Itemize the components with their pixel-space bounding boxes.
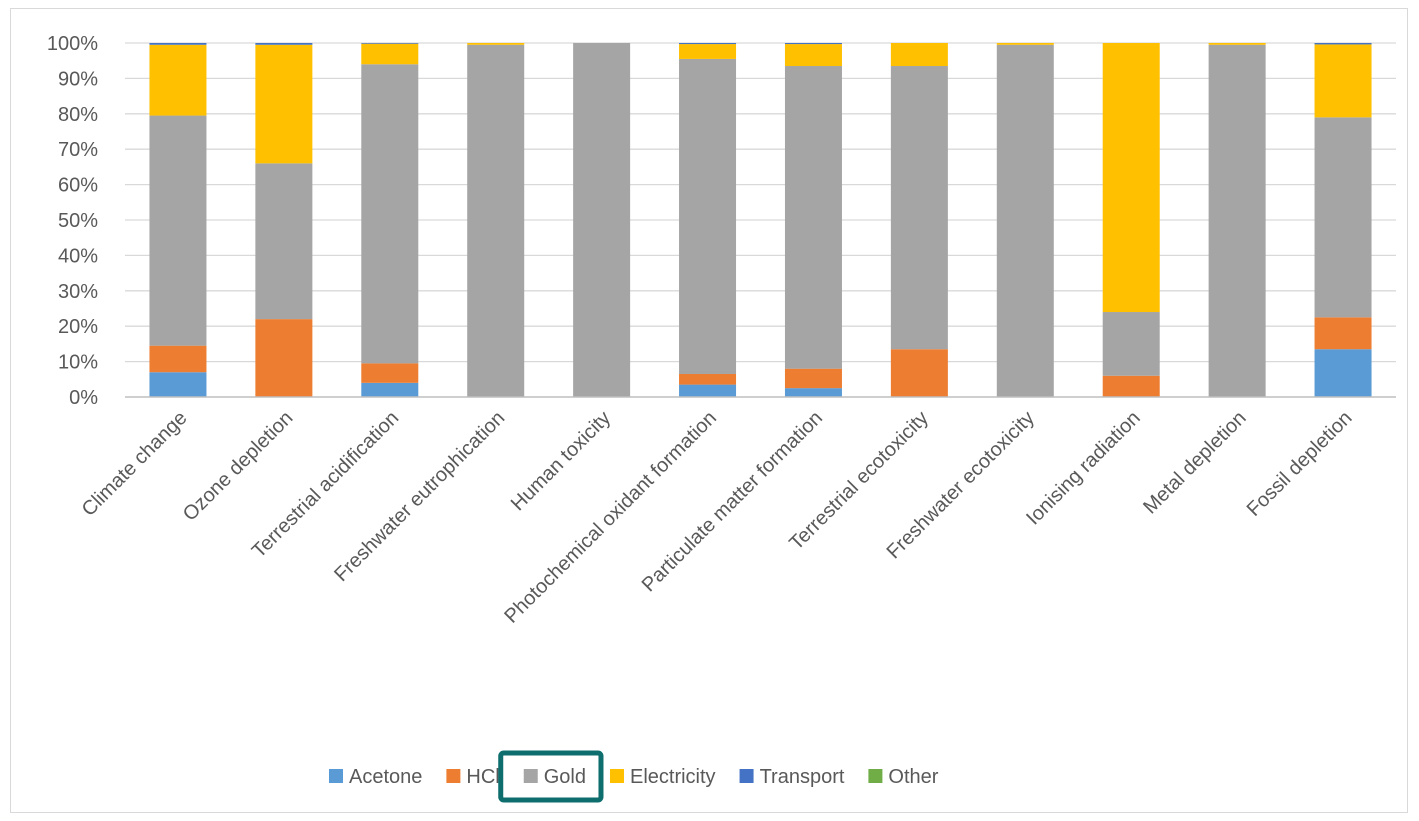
- bar-segment-electricity: [1314, 44, 1372, 118]
- bar-segment-acetone: [361, 382, 419, 397]
- legend-item-other: Other: [868, 766, 939, 788]
- bar-segment-hcl: [255, 319, 313, 397]
- legend-item-hcl: HCl: [446, 766, 500, 788]
- y-tick-label: 90%: [58, 68, 98, 90]
- bar-segment-electricity: [149, 44, 207, 116]
- x-category-label: Ozone depletion: [179, 407, 298, 526]
- bar-segment-gold: [255, 163, 313, 320]
- bar-segment-hcl: [361, 363, 419, 383]
- bar-segment-gold: [149, 115, 207, 346]
- bar-segment-electricity: [890, 43, 948, 67]
- bar-segment-gold: [1208, 44, 1266, 398]
- y-tick-label: 60%: [58, 175, 98, 197]
- bar-stack: [149, 43, 207, 397]
- x-category-label: Particulate matter formation: [638, 407, 827, 596]
- y-tick-label: 0%: [69, 387, 98, 409]
- legend-item-acetone: Acetone: [329, 766, 422, 788]
- bar-segment-electricity: [679, 44, 737, 59]
- bar-stack: [255, 43, 313, 397]
- bar-segment-electricity: [467, 43, 525, 45]
- x-category-label: Freshwater eutrophication: [330, 407, 509, 586]
- bar-segment-hcl: [1314, 317, 1372, 350]
- legend-swatch: [609, 769, 624, 783]
- bar-stack: [784, 43, 842, 397]
- x-category-label: Human toxicity: [507, 407, 615, 515]
- bar-segment-electricity: [255, 44, 313, 164]
- bar-segment-gold: [890, 66, 948, 350]
- bar-stack: [679, 43, 737, 397]
- bar-stack: [467, 43, 525, 398]
- y-axis-ticks: 0% 10% 20% 30% 40% 50% 60% 70% 80% 90% 100%: [47, 33, 98, 409]
- x-category-label: Climate change: [78, 407, 192, 521]
- bar-segment-acetone: [784, 388, 842, 397]
- bar-stack: [1208, 43, 1266, 398]
- bar-segment-gold: [1102, 312, 1160, 376]
- bar-stack: [996, 43, 1054, 398]
- y-tick-label: 40%: [58, 245, 98, 267]
- y-tick-label: 20%: [58, 316, 98, 338]
- bar-segment-gold: [361, 64, 419, 364]
- bar-segment-electricity: [1102, 43, 1160, 313]
- legend-label: Transport: [760, 766, 845, 788]
- legend-label: Acetone: [349, 766, 422, 788]
- bar-segment-gold: [996, 44, 1054, 398]
- legend-label: Electricity: [630, 766, 716, 788]
- legend-label: Gold: [544, 766, 586, 788]
- y-tick-label: 30%: [58, 281, 98, 303]
- y-tick-label: 10%: [58, 352, 98, 374]
- bar-segment-hcl: [1102, 375, 1160, 397]
- legend-item-transport: Transport: [739, 766, 845, 788]
- bar-segment-transport: [255, 43, 313, 45]
- x-category-label: Photochemical oxidant formation: [500, 407, 721, 628]
- bar-segment-transport: [1314, 43, 1372, 45]
- y-tick-label: 70%: [58, 139, 98, 161]
- bar-segment-transport: [679, 43, 737, 45]
- bar-stack: [1314, 43, 1372, 397]
- bar-stack: [890, 43, 948, 397]
- x-category-label: Fossil depletion: [1243, 407, 1357, 521]
- legend-label: HCl: [466, 766, 499, 788]
- legend-highlight-box: [498, 750, 604, 803]
- legend-swatch: [739, 769, 754, 783]
- x-category-label: Ionising radiation: [1022, 407, 1144, 529]
- bar-segment-hcl: [890, 349, 948, 397]
- x-category-label: Metal depletion: [1139, 407, 1250, 518]
- bar-segment-electricity: [1208, 43, 1266, 45]
- bar-segment-hcl: [679, 373, 737, 385]
- bar-segment-transport: [149, 43, 207, 45]
- bar-segment-acetone: [679, 384, 737, 397]
- bar-segment-gold: [467, 44, 525, 398]
- bar-segment-electricity: [996, 43, 1054, 45]
- legend-item-gold: Gold: [523, 766, 586, 788]
- gridlines: [125, 42, 1396, 363]
- bar-segment-transport: [784, 43, 842, 45]
- bar-segment-hcl: [149, 345, 207, 373]
- bar-segment-electricity: [784, 44, 842, 67]
- y-tick-label: 80%: [58, 104, 98, 126]
- bars: [149, 43, 1372, 398]
- bar-segment-gold: [679, 58, 737, 374]
- y-tick-label: 50%: [58, 210, 98, 232]
- bar-segment-gold: [573, 43, 631, 397]
- bar-segment-electricity: [361, 43, 419, 65]
- bar-stack: [573, 43, 631, 397]
- bar-segment-hcl: [784, 368, 842, 389]
- legend-swatch: [446, 769, 461, 783]
- legend-swatch: [523, 769, 538, 783]
- bar-stack: [361, 43, 419, 397]
- bar-segment-transport: [361, 43, 419, 44]
- legend-swatch: [329, 769, 343, 783]
- legend-label: Other: [888, 766, 938, 788]
- bar-segment-acetone: [149, 372, 207, 397]
- bar-segment-gold: [1314, 117, 1372, 318]
- bar-segment-acetone: [1314, 349, 1372, 397]
- legend-swatch: [868, 769, 883, 783]
- bar-stack: [1102, 43, 1160, 397]
- legend: Acetone HCl Gold Electricity Transport Other: [329, 750, 939, 803]
- legend-item-electricity: Electricity: [609, 766, 716, 788]
- bar-segment-gold: [784, 66, 842, 369]
- y-tick-label: 100%: [47, 33, 98, 55]
